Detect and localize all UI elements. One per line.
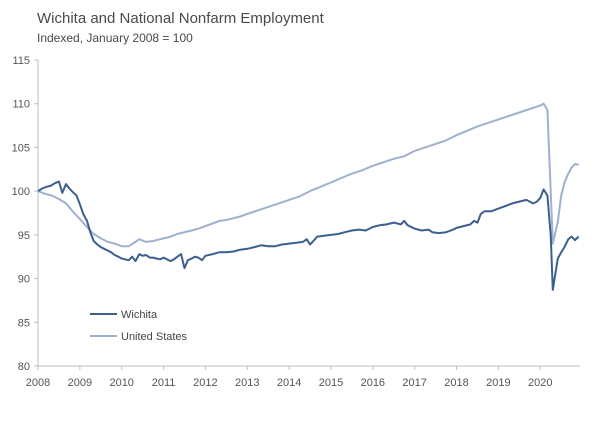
x-tick-label: 2014 xyxy=(277,377,301,389)
chart-title: Wichita and National Nonfarm Employment xyxy=(37,10,324,27)
chart-legend: Wichita United States xyxy=(90,309,188,343)
x-tick-label: 2012 xyxy=(193,377,217,389)
x-tick-label: 2011 xyxy=(152,377,176,389)
series-line-united-states xyxy=(37,102,579,248)
x-tick-label: 2018 xyxy=(444,377,468,389)
y-tick-label: 90 xyxy=(18,274,30,286)
chart-subtitle: Indexed, January 2008 = 100 xyxy=(37,31,193,45)
y-tick-label: 100 xyxy=(12,186,30,198)
x-tick-label: 2017 xyxy=(402,377,426,389)
x-tick-label: 2010 xyxy=(109,377,133,389)
x-tick-label: 2013 xyxy=(235,377,259,389)
x-tick-label: 2020 xyxy=(528,377,552,389)
y-tick-label: 80 xyxy=(18,361,30,373)
chart-series xyxy=(37,102,580,291)
y-tick-label: 110 xyxy=(12,99,30,111)
y-tick-label: 115 xyxy=(12,55,30,67)
legend-label: United States xyxy=(121,331,188,343)
y-tick-label: 95 xyxy=(18,230,30,242)
x-tick-label: 2016 xyxy=(361,377,385,389)
chart-axes: 80 85 90 95 100 105 110 115 2008 2009 2010 2011 2012… xyxy=(12,55,580,389)
series-line-wichita xyxy=(37,180,580,291)
x-tick-label: 2019 xyxy=(486,377,510,389)
x-tick-label: 2008 xyxy=(26,377,50,389)
y-tick-label: 85 xyxy=(18,317,30,329)
x-tick-label: 2009 xyxy=(68,377,92,389)
legend-label: Wichita xyxy=(121,309,158,321)
y-tick-label: 105 xyxy=(12,142,30,154)
x-tick-label: 2015 xyxy=(319,377,343,389)
